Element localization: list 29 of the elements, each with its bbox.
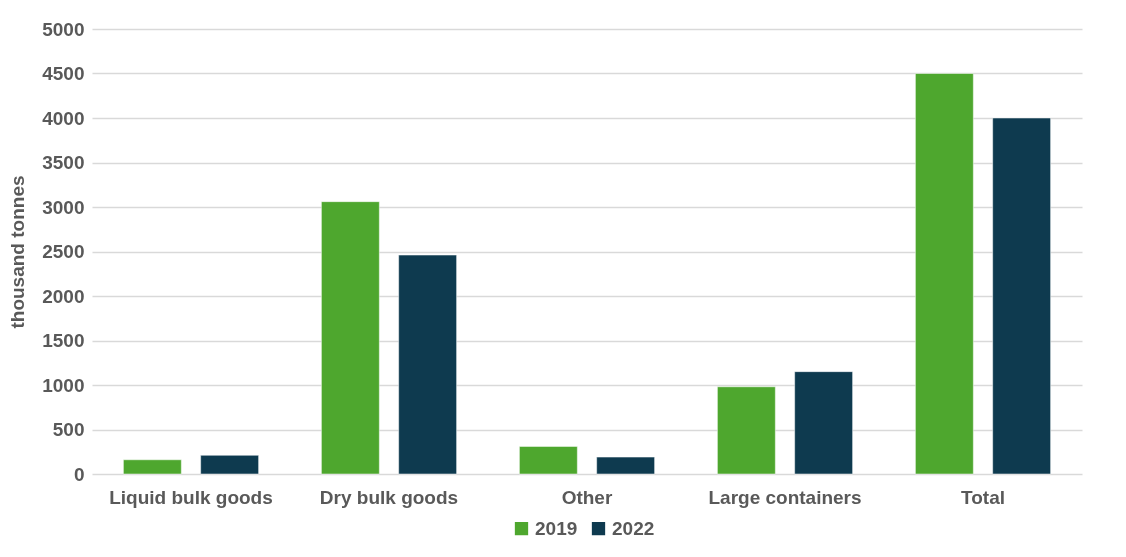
y-tick-label: 2000: [42, 285, 85, 307]
bar: [123, 459, 182, 475]
y-tick-label: 1500: [42, 330, 85, 351]
bar: [321, 201, 380, 475]
x-tick-label: Dry bulk goods: [319, 486, 459, 508]
y-tick-label: 5000: [42, 18, 85, 40]
y-tick-label: 4000: [42, 107, 85, 129]
bar: [596, 456, 655, 475]
bar: [200, 455, 259, 475]
y-tick-label: 1000: [42, 374, 85, 396]
x-tick-label: Other: [561, 486, 613, 508]
y-tick-label: 0: [73, 463, 85, 485]
x-tick-label: Liquid bulk goods: [109, 486, 273, 508]
x-tick-label: Total: [961, 486, 1005, 508]
y-axis-title: thousand tonnes: [7, 175, 29, 329]
bar: [717, 386, 776, 475]
bar: [794, 371, 853, 475]
y-tick-label: 3500: [42, 152, 85, 173]
bar: [519, 446, 578, 475]
y-tick-label: 4500: [42, 63, 85, 84]
x-tick-label: Large containers: [708, 486, 862, 508]
legend-label: 2022: [612, 517, 655, 539]
bar: [992, 117, 1051, 475]
bar: [915, 73, 974, 475]
legend-label: 2019: [535, 517, 578, 539]
bar: [398, 254, 457, 475]
y-tick-label: 2500: [42, 241, 85, 262]
y-tick-label: 3000: [42, 196, 85, 218]
y-tick-label: 500: [52, 419, 85, 440]
